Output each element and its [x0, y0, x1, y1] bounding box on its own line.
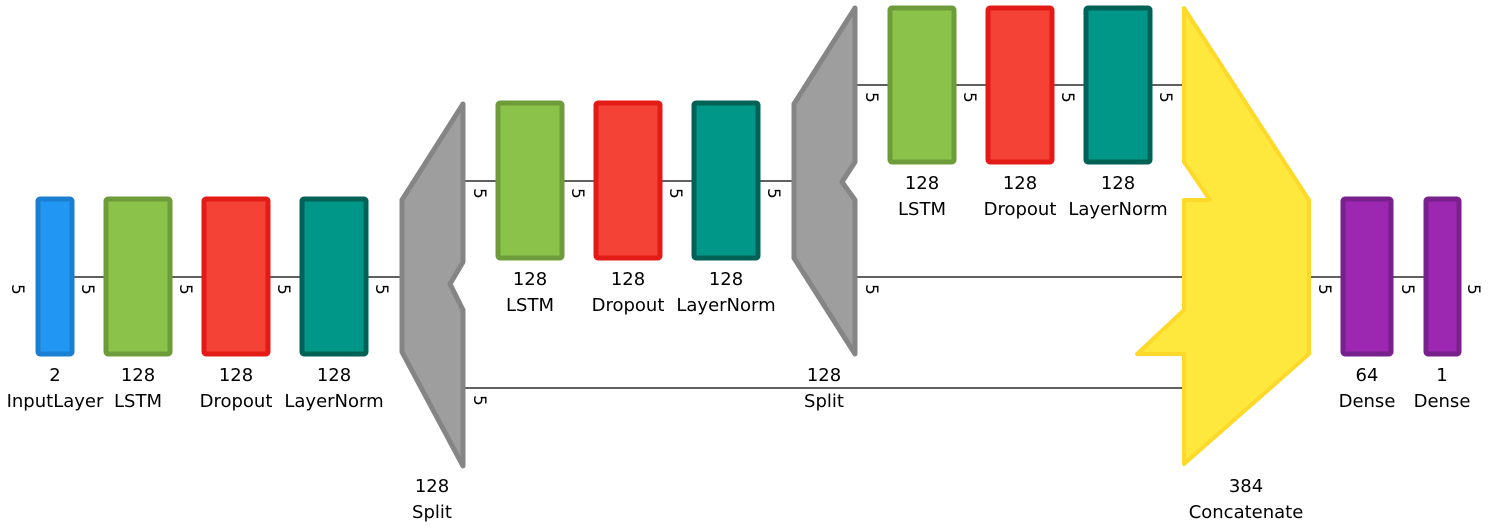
dropout1-block	[201, 196, 271, 357]
node-units: 128	[611, 269, 645, 290]
node-name: Dropout	[984, 199, 1057, 220]
dense2-block	[1423, 196, 1462, 357]
node-units: 128	[1101, 173, 1135, 194]
node-units: 128	[1003, 173, 1037, 194]
node-name: Dense	[1339, 391, 1396, 412]
edge-label: 5	[469, 188, 489, 199]
edges	[73, 84, 1426, 389]
edge-label: 5	[1155, 92, 1175, 103]
edge-label: 5	[273, 284, 293, 295]
node-name: Concatenate	[1189, 502, 1304, 523]
node-units: 128	[415, 476, 449, 497]
node-name: InputLayer	[7, 391, 104, 412]
node-name: Split	[804, 391, 844, 412]
node-units: 128	[709, 269, 743, 290]
edge-label: 5	[665, 188, 685, 199]
edge-label: 5	[469, 395, 489, 406]
lstm3-block	[887, 5, 957, 165]
layernorm1-block	[299, 196, 369, 357]
node-name: Split	[412, 502, 452, 523]
edge-label: 5	[7, 284, 27, 295]
input-layer-block	[35, 196, 75, 357]
edge-label: 5	[567, 188, 587, 199]
node-name: LayerNorm	[284, 391, 383, 412]
split-trapezoid-icon	[791, 5, 858, 357]
node-units: 128	[807, 365, 841, 386]
dense1-block	[1340, 196, 1394, 357]
node-units: 1	[1436, 365, 1447, 386]
edge-label: 5	[1397, 284, 1417, 295]
node-name: LayerNorm	[676, 295, 775, 316]
node-captions: 2 InputLayer 128 LSTM 128 Dropout 128 La…	[7, 173, 1471, 523]
edge-labels: 5 5 5 5 5 5 5 5 5 5 5 5 5 5 5 5 5 5	[7, 92, 1483, 406]
node-name: LSTM	[114, 391, 162, 412]
node-name: LSTM	[898, 199, 946, 220]
edge-label: 5	[861, 92, 881, 103]
node-name: LayerNorm	[1068, 199, 1167, 220]
edge-label: 5	[1463, 284, 1483, 295]
edge-label: 5	[861, 284, 881, 295]
edge-label: 5	[371, 284, 391, 295]
layernorm3-block	[1083, 5, 1153, 165]
node-name: Dropout	[592, 295, 665, 316]
concatenate-arrow-icon	[1135, 6, 1311, 466]
split-trapezoid-icon	[399, 101, 466, 469]
node-name: Dropout	[200, 391, 273, 412]
node-units: 128	[317, 365, 351, 386]
edge-label: 5	[1314, 284, 1334, 295]
node-units: 64	[1356, 365, 1379, 386]
lstm1-block	[103, 196, 173, 357]
node-units: 128	[219, 365, 253, 386]
lstm2-block	[495, 100, 565, 261]
node-name: LSTM	[506, 295, 554, 316]
node-name: Dense	[1414, 391, 1471, 412]
node-units: 128	[905, 173, 939, 194]
node-units: 2	[49, 365, 60, 386]
node-units: 128	[513, 269, 547, 290]
dropout3-block	[985, 5, 1055, 165]
layernorm2-block	[691, 100, 761, 261]
edge-label: 5	[763, 188, 783, 199]
node-units: 384	[1229, 476, 1263, 497]
dropout2-block	[593, 100, 663, 261]
edge-label: 5	[77, 284, 97, 295]
edge-label: 5	[1057, 92, 1077, 103]
edge-label: 5	[959, 92, 979, 103]
edge-label: 5	[175, 284, 195, 295]
node-units: 128	[121, 365, 155, 386]
